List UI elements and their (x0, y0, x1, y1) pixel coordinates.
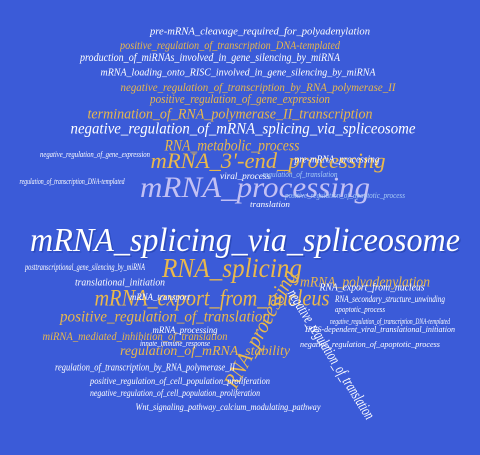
word: mRNA_splicing_via_spliceosome (30, 222, 460, 259)
word: regulation_of_transcription_DNA-template… (20, 177, 126, 186)
word: positive_regulation_of_gene_expression (149, 91, 330, 106)
word: RNA_export_from_nucleus (319, 282, 425, 294)
word: RNA_splicing (161, 253, 302, 283)
word: IRES-dependent_viral_translational_initi… (304, 325, 455, 334)
word: mRNA_processing (153, 325, 218, 335)
word: translational_initiation (75, 277, 165, 288)
word: negative_regulation_of_gene_expression (40, 150, 150, 159)
word-shadow: mRNA_splicing_via_spliceosome (32, 223, 462, 260)
word: pre-mRNA_processing (294, 154, 380, 165)
word: apoptotic_process (335, 305, 385, 314)
word: positive_regulation_of_transcription_DNA… (119, 38, 341, 52)
word: positive_regulation_of_apoptotic_process (284, 191, 405, 200)
word: mRNA_processing (140, 171, 370, 204)
word: Wnt_signaling_pathway_calcium_modulating… (136, 402, 321, 412)
word: viral_process (220, 171, 270, 181)
word: mRNA_3'-end_processing (151, 148, 386, 173)
word: positive_regulation_of_translation (59, 309, 270, 326)
word: regulation_of_mRNA_stability (120, 344, 291, 359)
word: mRNA_loading_onto_RISC_involved_in_gene_… (101, 67, 376, 79)
word: RNA_metabolic_process (164, 138, 300, 155)
word: production_of_miRNAs_involved_in_gene_si… (79, 50, 340, 64)
word: negative_regulation_of_apoptotic_process (300, 340, 440, 349)
word: mRNA_transport (130, 292, 190, 302)
word: translation (250, 200, 290, 209)
word: mRNA_polyadenylation (300, 274, 430, 290)
word: posttranscriptional_gene_silencing_by_mi… (24, 262, 145, 272)
word: negative_regulation_of_cell_population_p… (90, 388, 260, 398)
word: negative_regulation_of_transcription_by_… (121, 80, 397, 94)
word: regulation_of_transcription_by_RNA_polym… (55, 362, 236, 374)
word: pre-mRNA_cleavage_required_for_polyadeny… (149, 26, 370, 38)
word: innate_immune_response (140, 339, 210, 348)
word: mRNA_export_from_nucleus (95, 285, 330, 310)
word: positive_regulation_of_cell_population_p… (89, 376, 270, 386)
word: termination_of_RNA_polymerase_II_transcr… (88, 106, 373, 122)
word: negative_regulation_of_transcription_DNA… (330, 317, 451, 326)
word: RNA_secondary_structure_unwinding (334, 294, 445, 304)
word: miRNA_mediated_inhibition_of_translation (43, 329, 228, 343)
word: regulation_of_translation (263, 170, 338, 179)
word: negative_regulation_of_mRNA_splicing_via… (71, 121, 416, 138)
